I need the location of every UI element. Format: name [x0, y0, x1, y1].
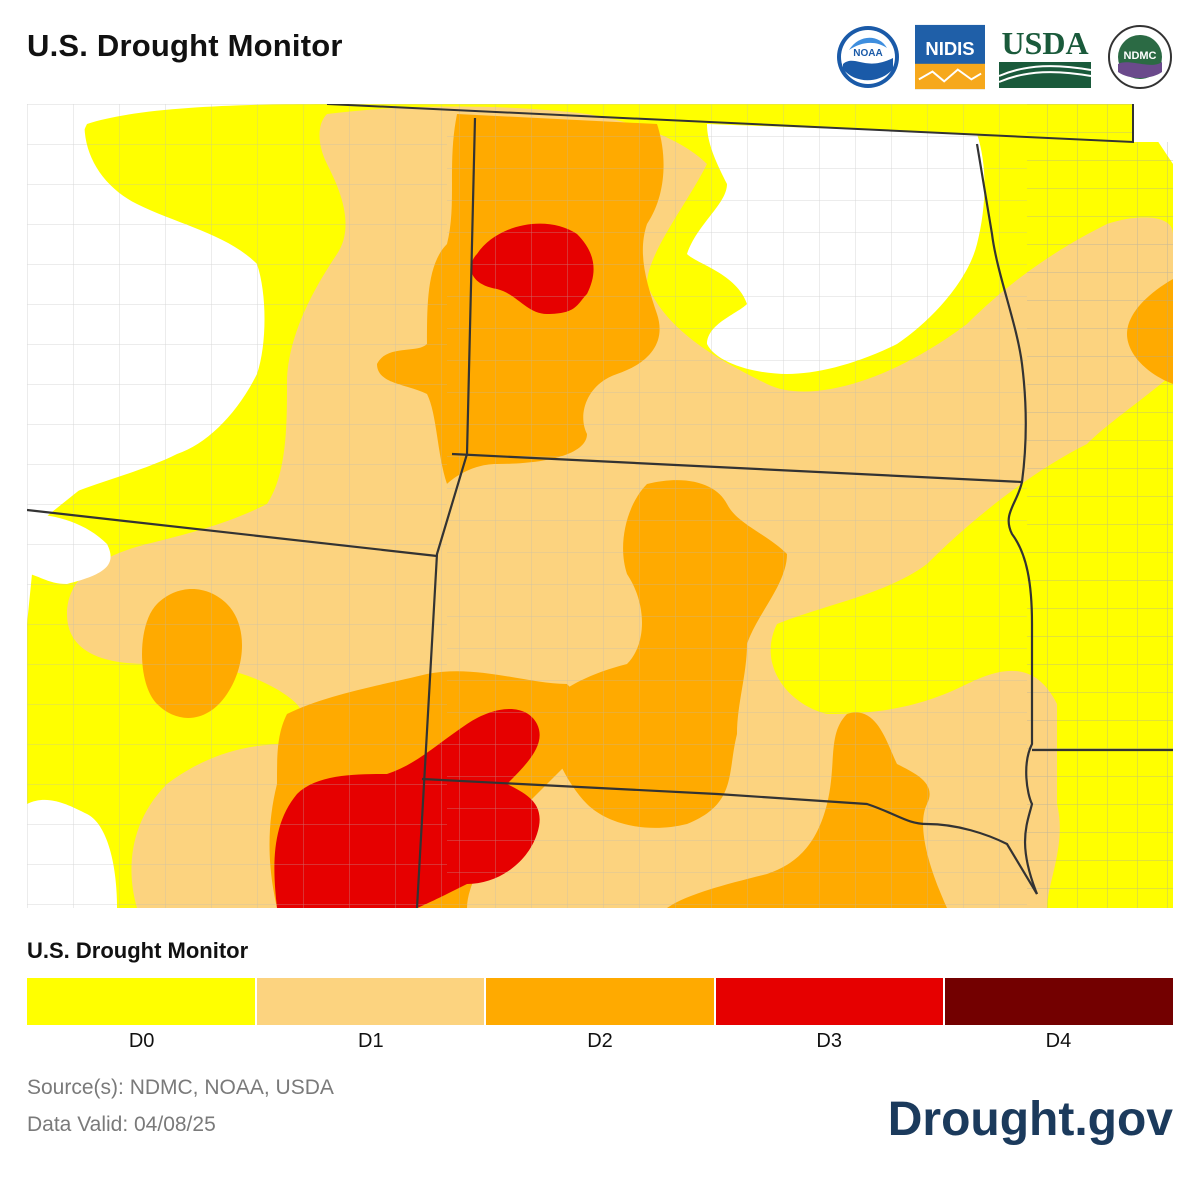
nidis-logo-icon[interactable]: NIDIS — [915, 22, 985, 92]
drought-gov-brand[interactable]: Drought.gov — [887, 1093, 1173, 1146]
page-title: U.S. Drought Monitor — [27, 28, 343, 63]
source-text: Source(s): NDMC, NOAA, USDA — [27, 1076, 334, 1099]
drought-map[interactable] — [27, 104, 1173, 908]
state-boundaries — [27, 117, 1173, 908]
drought-map-svg — [27, 104, 1173, 908]
legend-swatch-d2 — [486, 978, 716, 1025]
partner-logos: NOAA NIDIS USDA NDMC — [833, 22, 1175, 92]
legend-label-d2: D2 — [587, 1030, 613, 1052]
svg-text:NOAA: NOAA — [853, 48, 882, 59]
legend-label-d4: D4 — [1045, 1030, 1072, 1052]
usda-logo-icon[interactable]: USDA — [997, 22, 1093, 92]
legend-label-d3: D3 — [816, 1030, 842, 1052]
data-valid-text: Data Valid: 04/08/25 — [27, 1113, 216, 1136]
legend-label-d1: D1 — [358, 1030, 384, 1052]
legend-label-d0: D0 — [128, 1030, 155, 1052]
legend-color-bar — [27, 978, 1173, 1025]
legend-title: U.S. Drought Monitor — [27, 938, 249, 963]
ndmc-logo-icon[interactable]: NDMC — [1105, 22, 1175, 92]
legend-swatch-d1 — [256, 978, 487, 1025]
legend-swatch-d0 — [27, 978, 257, 1025]
legend-swatch-d4 — [945, 978, 1173, 1025]
svg-text:NIDIS: NIDIS — [925, 38, 974, 59]
svg-text:NDMC: NDMC — [1124, 50, 1157, 62]
legend-labels: D0 D1 D2 D3 D4 — [27, 1030, 1173, 1053]
svg-text:USDA: USDA — [1001, 25, 1088, 61]
noaa-logo-icon[interactable]: NOAA — [833, 22, 903, 92]
legend-swatch-d3 — [715, 978, 946, 1025]
